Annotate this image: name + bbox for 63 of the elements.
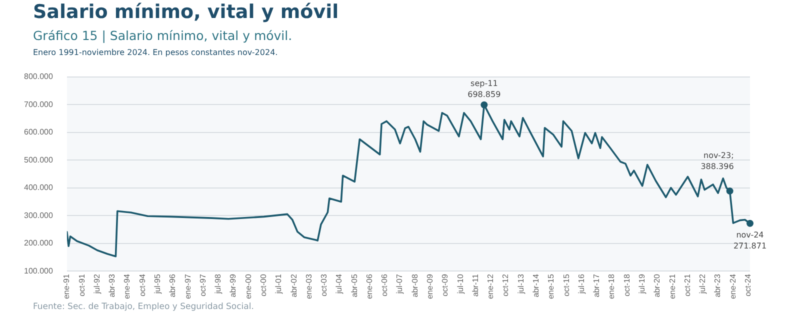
x-tick-label: oct-21 (682, 274, 692, 296)
x-tick-label: ene-15 (546, 274, 556, 300)
y-tick-label: 800.000 (24, 72, 54, 82)
x-tick-label: jul-92 (92, 274, 102, 295)
x-tick-label: oct-18 (622, 274, 632, 296)
source-note: Fuente: Sec. de Trabajo, Empleo y Seguridad Social. (33, 302, 254, 312)
annotation: nov-23; 388.396 (700, 151, 734, 172)
x-tick-label: jul-04 (334, 274, 344, 295)
y-tick-label: 600.000 (24, 128, 54, 137)
x-tick-label: ene-12 (486, 274, 496, 300)
x-tick-label: oct-97 (198, 274, 208, 296)
y-tick-label: 400.000 (24, 183, 54, 192)
point (746, 220, 754, 227)
x-tick-label: oct-03 (320, 274, 329, 296)
x-tick-label: jul-16 (576, 274, 586, 295)
annotation: sep-11 698.859 (468, 78, 501, 99)
x-tick-label: abr-20 (652, 274, 662, 298)
x-tick-label: ene-91 (62, 274, 72, 300)
y-tick-label: 300.000 (24, 210, 54, 220)
x-tick-label: oct-91 (77, 274, 86, 296)
x-tick-label: ene-18 (607, 274, 616, 300)
y-tick-label: 700.000 (24, 100, 54, 109)
x-tick-label: oct-00 (258, 274, 268, 296)
x-tick-label: ene-94 (122, 274, 132, 300)
point (726, 188, 734, 195)
chart-subtitle: Gráfico 15 | Salario mínimo, vital y móvil. Enero 1991-noviembre 2024. En pesos constantes nov-2024. (33, 28, 292, 57)
x-tick-label: abr-99 (228, 274, 238, 298)
y-tick-label: 100.000 (24, 266, 54, 276)
x-tick-label: ene-97 (183, 274, 192, 300)
x-tick-label: ene-00 (244, 274, 253, 300)
x-tick-label: jul-98 (214, 274, 223, 295)
y-tick-label: 500.000 (24, 155, 54, 164)
x-tick-label: abr-11 (470, 274, 480, 297)
x-tick-label: abr-17 (592, 274, 602, 298)
x-tick-label: abr-02 (289, 274, 298, 298)
x-tick-label: oct-15 (562, 274, 571, 296)
x-tick-label: oct-12 (501, 274, 510, 296)
x-tick-label: ene-21 (668, 274, 677, 300)
x-tick-label: abr-08 (410, 274, 420, 298)
x-tick-label: jul-22 (698, 274, 708, 295)
x-tick-label: jul-10 (456, 274, 465, 295)
x-tick-label: oct-24 (744, 274, 753, 296)
x-tick-label: oct-06 (380, 274, 390, 296)
x-tick-label: ene-09 (426, 274, 435, 300)
x-tick-label: abr-96 (168, 274, 178, 298)
x-tick-label: jul-19 (638, 274, 647, 295)
x-tick-label: jul-13 (516, 274, 526, 295)
x-tick-label: oct-94 (138, 274, 147, 296)
x-tick-label: jul-01 (274, 274, 284, 295)
x-tick-label: abr-23 (713, 274, 722, 298)
chart-title: Salario mínimo, vital y móvil (33, 1, 339, 23)
y-tick-label: 200.000 (24, 238, 54, 248)
x-tick-label: abr-93 (108, 274, 117, 298)
x-tick-label: jul-95 (152, 274, 162, 295)
x-tick-label: oct-09 (440, 274, 450, 296)
x-tick-label: abr-05 (350, 274, 359, 298)
point (480, 101, 488, 108)
x-tick-label: ene-24 (728, 274, 738, 300)
x-tick-label: jul-07 (395, 274, 404, 295)
annotation: nov-24 271.871 (733, 230, 767, 250)
x-tick-label: ene-06 (364, 274, 374, 300)
x-tick-label: ene-03 (304, 274, 314, 300)
x-tick-label: abr-14 (532, 274, 541, 298)
